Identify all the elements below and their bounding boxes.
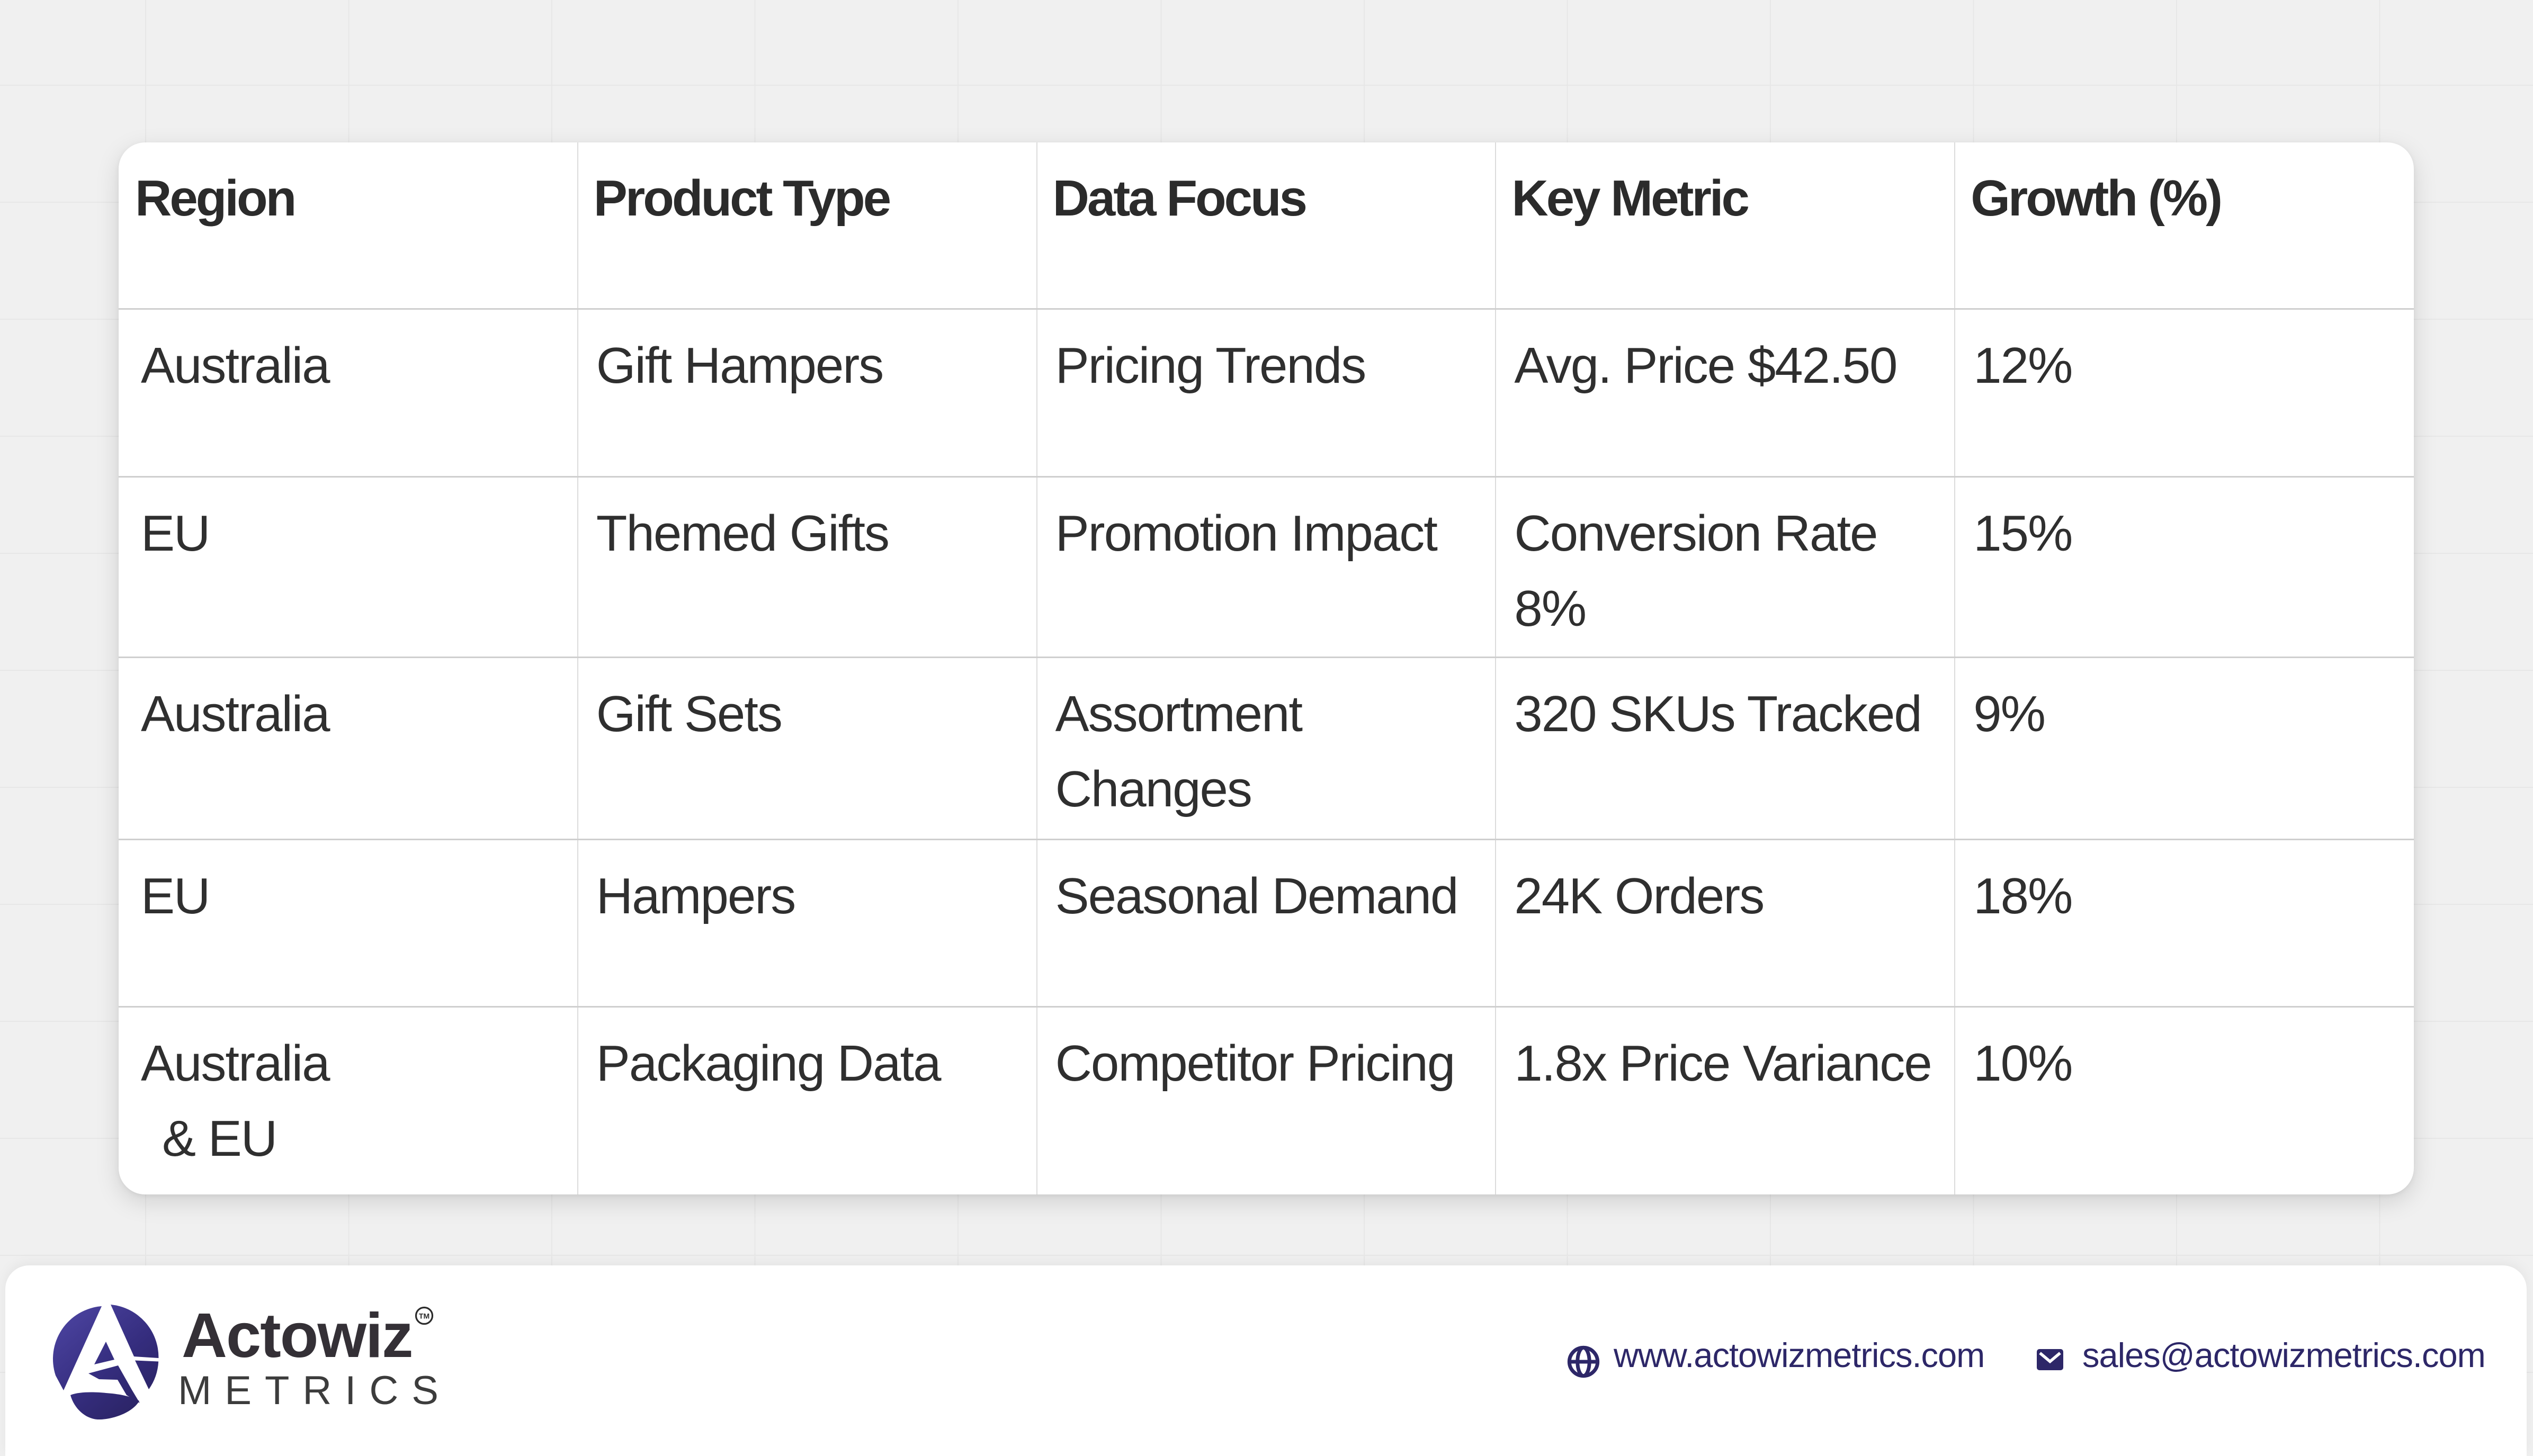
- svg-text:TM: TM: [419, 1312, 429, 1320]
